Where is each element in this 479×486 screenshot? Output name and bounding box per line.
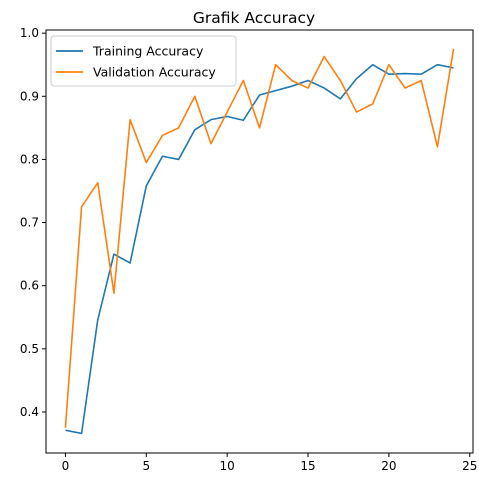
y-tick-label: 0.8 (20, 152, 39, 166)
y-tick-label: 0.7 (20, 216, 39, 230)
series-line-training (65, 63, 454, 435)
x-tick-label: 10 (220, 459, 235, 473)
y-tick-label: 0.4 (20, 405, 39, 419)
series-layer (64, 48, 455, 435)
x-tick-label: 20 (381, 459, 396, 473)
y-tick-label: 1.0 (20, 26, 39, 40)
y-tick-label: 0.6 (20, 279, 39, 293)
legend-label: Validation Accuracy (93, 65, 216, 80)
x-tick-label: 15 (300, 459, 315, 473)
series-line-validation (64, 48, 455, 428)
legend-box (50, 35, 237, 87)
y-tick-label: 0.9 (20, 89, 39, 103)
x-tick-label: 5 (142, 459, 150, 473)
legend-label: Training Accuracy (92, 44, 204, 59)
legend: Training Accuracy Validation Accuracy (50, 35, 237, 87)
plot-area (45, 29, 474, 454)
chart-title: Grafik Accuracy (193, 9, 315, 27)
x-tick-label: 0 (62, 459, 70, 473)
y-axis: 0.4 0.5 0.6 0.7 0.8 0.9 1.0 (20, 26, 46, 419)
x-tick-label: 25 (462, 459, 477, 473)
x-axis: 0 5 10 15 20 25 (62, 453, 477, 473)
y-tick-label: 0.5 (20, 342, 39, 356)
